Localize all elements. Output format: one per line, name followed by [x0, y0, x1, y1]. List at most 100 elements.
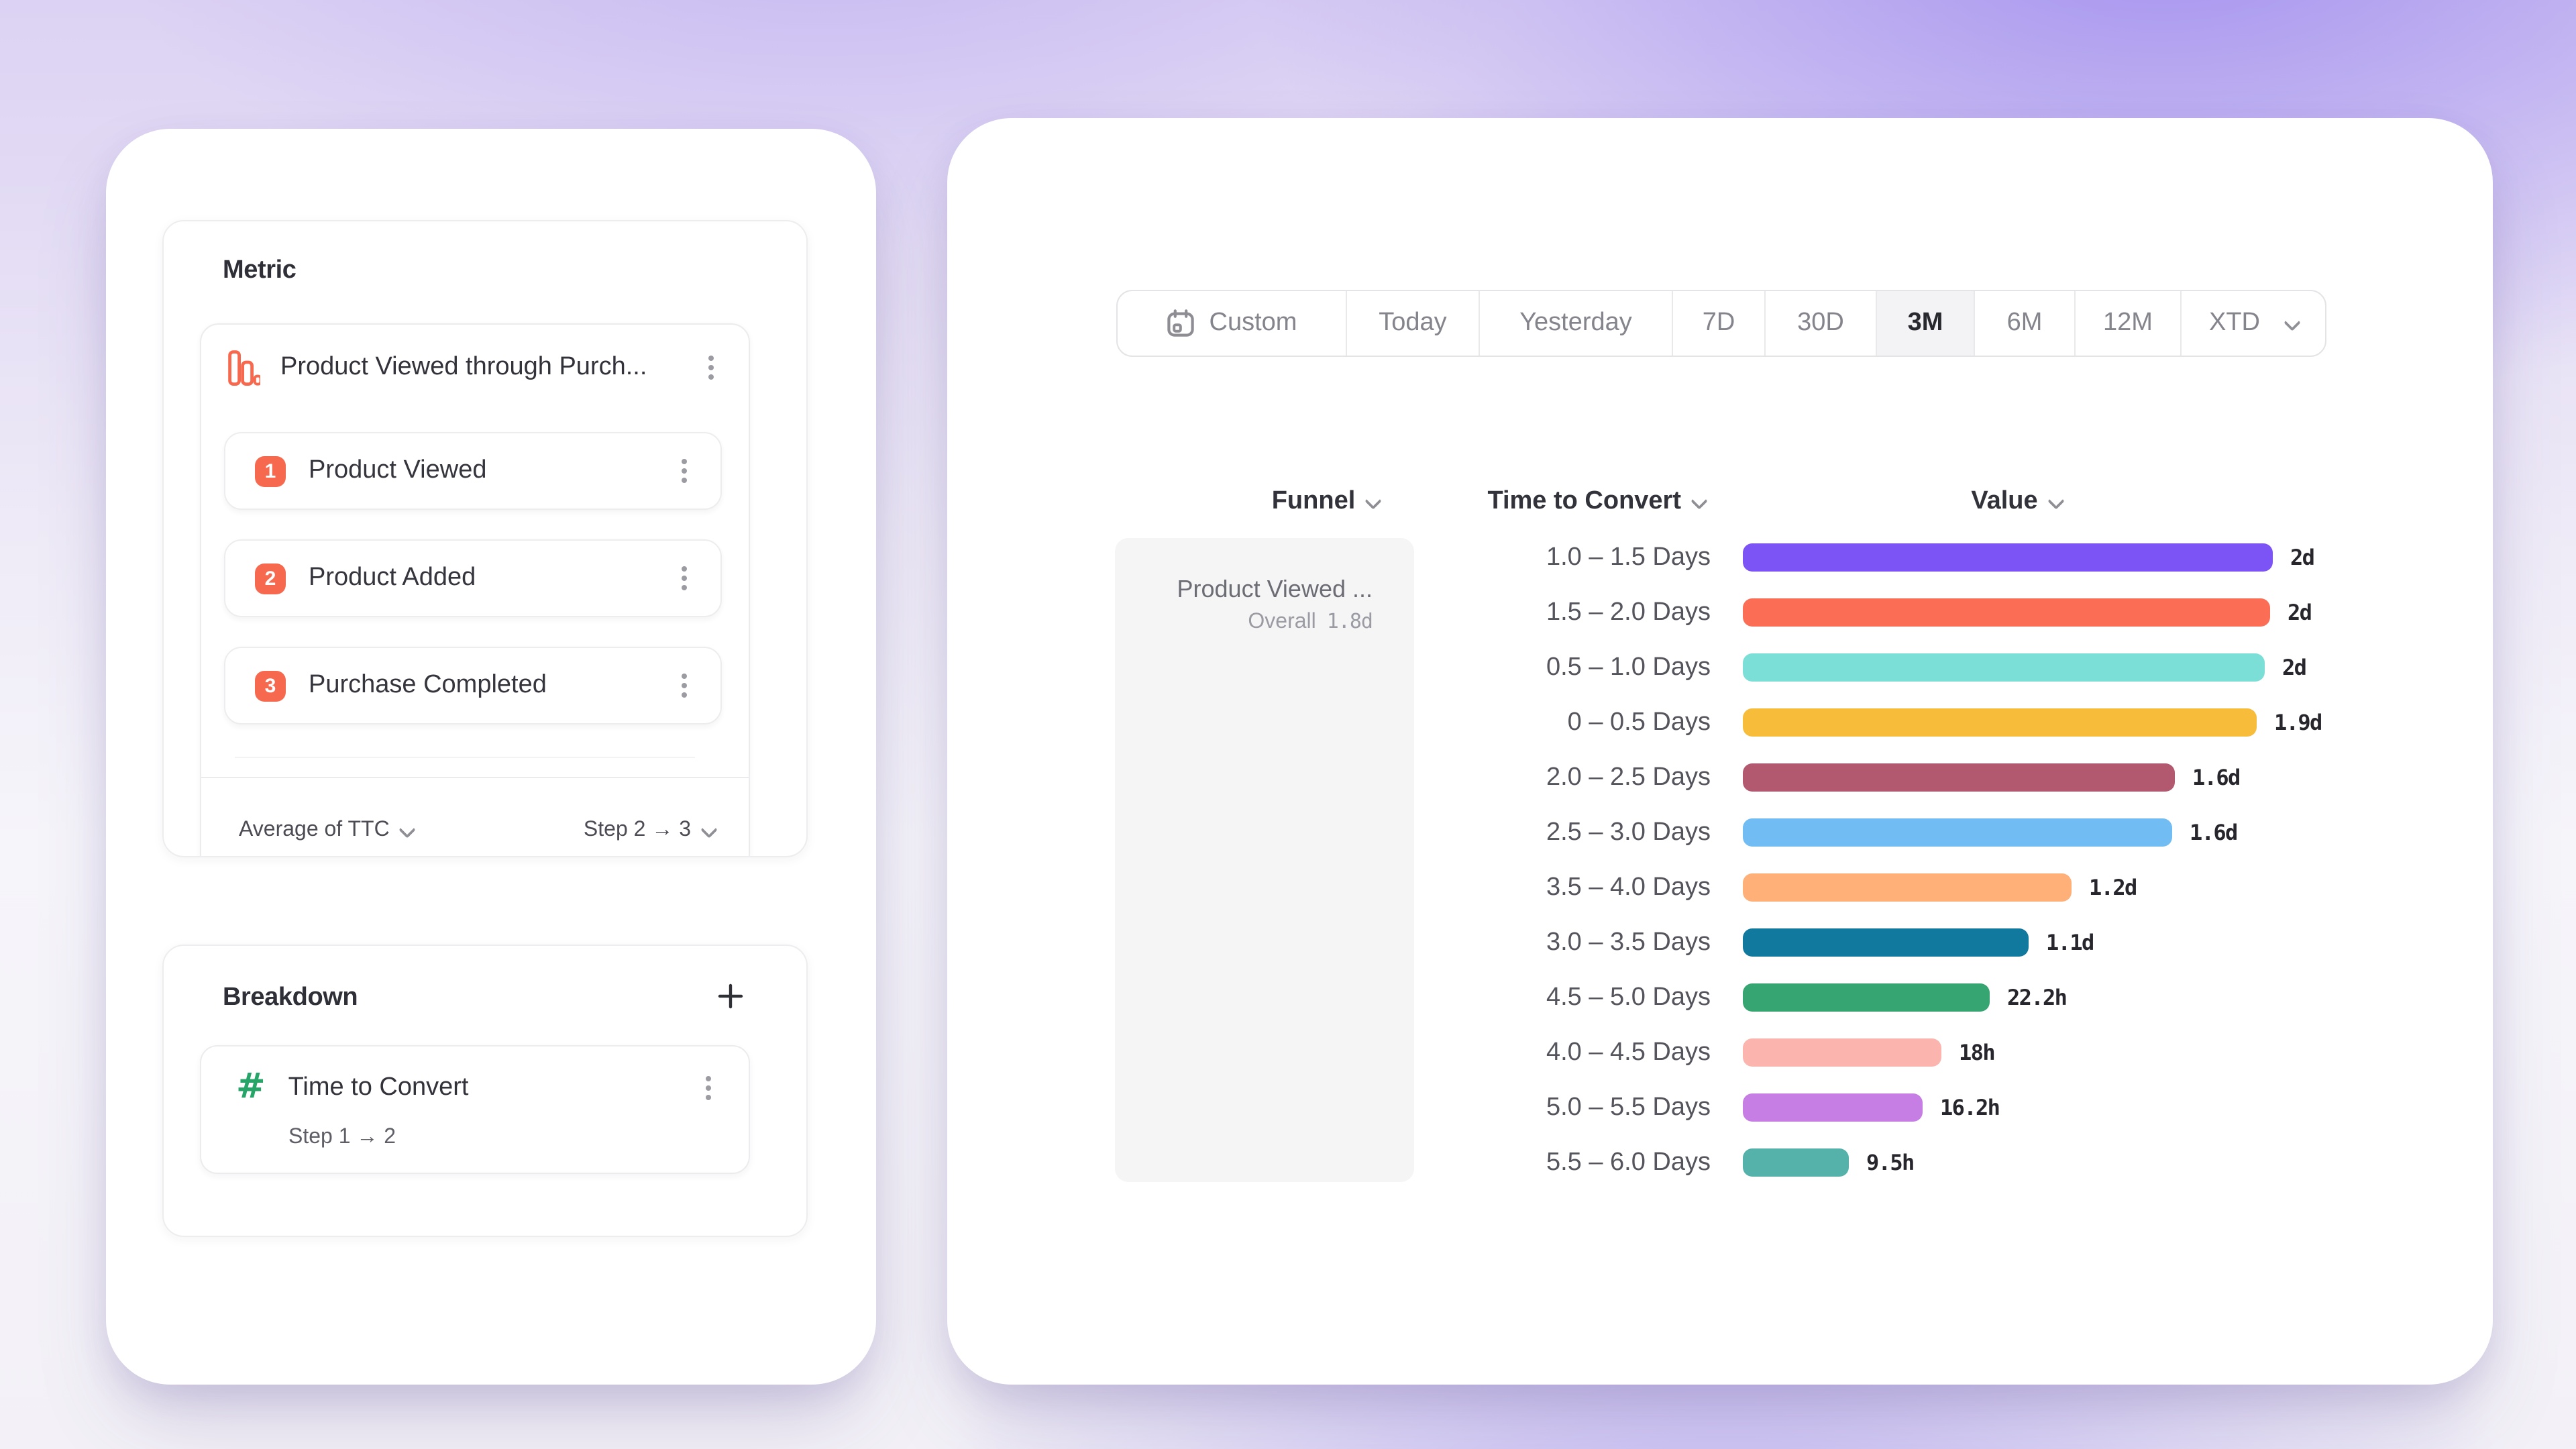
step-event-label: Purchase Completed	[309, 671, 547, 699]
funnel-title-row: Product Viewed through Purch...	[228, 343, 727, 392]
breakdown-panel: Breakdown # Time to Convert Step 1 → 2	[162, 945, 808, 1237]
time-bucket-label: 1.0 – 1.5 Days	[1546, 543, 1711, 571]
date-range-option-12m[interactable]: 12M	[2076, 291, 2182, 356]
kebab-menu-icon[interactable]	[682, 468, 687, 474]
value-bar[interactable]	[1743, 1148, 1849, 1177]
funnel-metric-title: Product Viewed through Purch...	[280, 353, 647, 381]
value-label: 2d	[2288, 600, 2312, 625]
table-row[interactable]: 2.0 – 2.5 Days 1.6d	[947, 750, 2493, 805]
step-range-dropdown[interactable]: Step 2 → 3	[583, 818, 718, 843]
breakdown-item-label: Time to Convert	[288, 1073, 469, 1102]
add-breakdown-button[interactable]	[715, 981, 745, 1010]
aggregation-dropdown[interactable]: Average of TTC	[239, 818, 417, 843]
date-range-option-30d[interactable]: 30D	[1766, 291, 1877, 356]
chevron-down-icon	[700, 820, 718, 838]
value-label: 1.6d	[2192, 765, 2241, 790]
kebab-menu-icon[interactable]	[706, 1085, 711, 1091]
table-row[interactable]: 4.0 – 4.5 Days 18h	[947, 1025, 2493, 1080]
table-row[interactable]: 2.5 – 3.0 Days 1.6d	[947, 805, 2493, 860]
column-header-value[interactable]: Value	[1907, 486, 2127, 518]
overall-value: 1.8d	[1326, 609, 1373, 633]
overall-label: Overall	[1248, 610, 1316, 633]
date-range-option-7d[interactable]: 7D	[1673, 291, 1766, 356]
step-number-badge: 2	[255, 563, 286, 594]
date-range-option-label: Today	[1379, 309, 1447, 337]
time-bucket-label: 0 – 0.5 Days	[1567, 708, 1711, 736]
query-builder-card: Metric Product Viewed through Purch... 1…	[106, 129, 876, 1385]
value-label: 2d	[2282, 655, 2307, 680]
value-bar[interactable]	[1743, 928, 2029, 957]
time-bucket-label: 5.0 – 5.5 Days	[1546, 1093, 1711, 1121]
table-row[interactable]: 1.5 – 2.0 Days 2d	[947, 585, 2493, 640]
step-range-label: Step 2 → 3	[583, 818, 691, 841]
value-label: 1.1d	[2046, 930, 2094, 955]
funnel-step-card[interactable]: 3 Purchase Completed	[224, 647, 722, 724]
date-range-option-label: 7D	[1702, 309, 1735, 337]
date-range-option-label: Custom	[1209, 309, 1297, 337]
date-range-option-xtd[interactable]: XTD	[2182, 291, 2325, 356]
breakdown-step-range: Step 1 → 2	[288, 1126, 396, 1148]
date-range-option-label: Yesterday	[1519, 309, 1632, 337]
value-bar[interactable]	[1743, 983, 1990, 1012]
time-bucket-label: 2.5 – 3.0 Days	[1546, 818, 1711, 846]
value-label: 2d	[2290, 545, 2315, 570]
chevron-down-icon	[398, 820, 417, 838]
value-bar[interactable]	[1743, 873, 2072, 902]
results-table: Funnel Time to Convert Value Product Vie…	[947, 118, 2493, 1385]
funnel-steps-list: 1 Product Viewed 2 Product Added 3 Purchase C…	[224, 432, 722, 754]
table-row[interactable]: 0 – 0.5 Days 1.9d	[947, 695, 2493, 750]
step-number-badge: 3	[255, 670, 286, 701]
value-bar[interactable]	[1743, 708, 2257, 737]
value-label: 1.2d	[2089, 875, 2137, 900]
date-range-option-label: 3M	[1907, 309, 1943, 337]
table-row[interactable]: 3.0 – 3.5 Days 1.1d	[947, 915, 2493, 970]
time-bucket-label: 4.0 – 4.5 Days	[1546, 1038, 1711, 1066]
time-bucket-label: 2.0 – 2.5 Days	[1546, 763, 1711, 791]
kebab-menu-icon[interactable]	[708, 365, 714, 370]
column-header-label: Funnel	[1271, 487, 1356, 515]
value-bar[interactable]	[1743, 653, 2265, 682]
time-bucket-label: 5.5 – 6.0 Days	[1546, 1148, 1711, 1176]
table-row[interactable]: 0.5 – 1.0 Days 2d	[947, 640, 2493, 695]
breakdown-item-card[interactable]: # Time to Convert Step 1 → 2	[200, 1045, 750, 1174]
date-range-option-today[interactable]: Today	[1347, 291, 1480, 356]
table-row[interactable]: 4.5 – 5.0 Days 22.2h	[947, 970, 2493, 1025]
table-row[interactable]: 1.0 – 1.5 Days 2d	[947, 530, 2493, 585]
funnel-step-card[interactable]: 2 Product Added	[224, 539, 722, 617]
table-row[interactable]: 3.5 – 4.0 Days 1.2d	[947, 860, 2493, 915]
date-range-option-3m[interactable]: 3M	[1877, 291, 1975, 356]
date-range-option-6m[interactable]: 6M	[1975, 291, 2076, 356]
column-header-funnel[interactable]: Funnel	[1205, 486, 1446, 518]
date-range-option-yesterday[interactable]: Yesterday	[1480, 291, 1673, 356]
date-range-option-label: XTD	[2209, 309, 2260, 337]
kebab-menu-icon[interactable]	[682, 576, 687, 581]
chevron-down-icon	[1690, 492, 1708, 509]
funnel-step-card[interactable]: 1 Product Viewed	[224, 432, 722, 510]
funnel-chart-icon	[228, 350, 260, 386]
funnel-card-footer: Average of TTC Step 2 → 3	[239, 810, 718, 851]
time-bucket-label: 3.0 – 3.5 Days	[1546, 928, 1711, 956]
step-event-label: Product Added	[309, 564, 476, 592]
divider	[235, 757, 695, 758]
kebab-menu-icon[interactable]	[682, 683, 687, 688]
column-header-label: Value	[1971, 487, 2038, 515]
value-bar[interactable]	[1743, 763, 2175, 792]
time-bucket-label: 3.5 – 4.0 Days	[1546, 873, 1711, 901]
value-label: 16.2h	[1940, 1095, 2000, 1120]
metric-panel: Metric Product Viewed through Purch... 1…	[162, 220, 808, 857]
time-bucket-label: 0.5 – 1.0 Days	[1546, 653, 1711, 681]
funnel-metric-card[interactable]: Product Viewed through Purch... 1 Product…	[200, 323, 750, 856]
table-row[interactable]: 5.0 – 5.5 Days 16.2h	[947, 1080, 2493, 1135]
value-bar[interactable]	[1743, 598, 2270, 627]
value-bar[interactable]	[1743, 1038, 1941, 1067]
value-bar[interactable]	[1743, 543, 2273, 572]
date-range-option-label: 6M	[2006, 309, 2043, 337]
column-header-time-to-convert[interactable]: Time to Convert	[1487, 486, 1708, 518]
value-label: 18h	[1959, 1040, 1996, 1065]
table-row[interactable]: 5.5 – 6.0 Days 9.5h	[947, 1135, 2493, 1190]
column-header-label: Time to Convert	[1487, 487, 1681, 515]
value-bar[interactable]	[1743, 1093, 1923, 1122]
date-range-option-custom[interactable]: Custom	[1118, 291, 1347, 356]
value-bar[interactable]	[1743, 818, 2172, 847]
funnel-cell[interactable]: Product Viewed ... Overall 1.8d	[1115, 538, 1414, 1182]
